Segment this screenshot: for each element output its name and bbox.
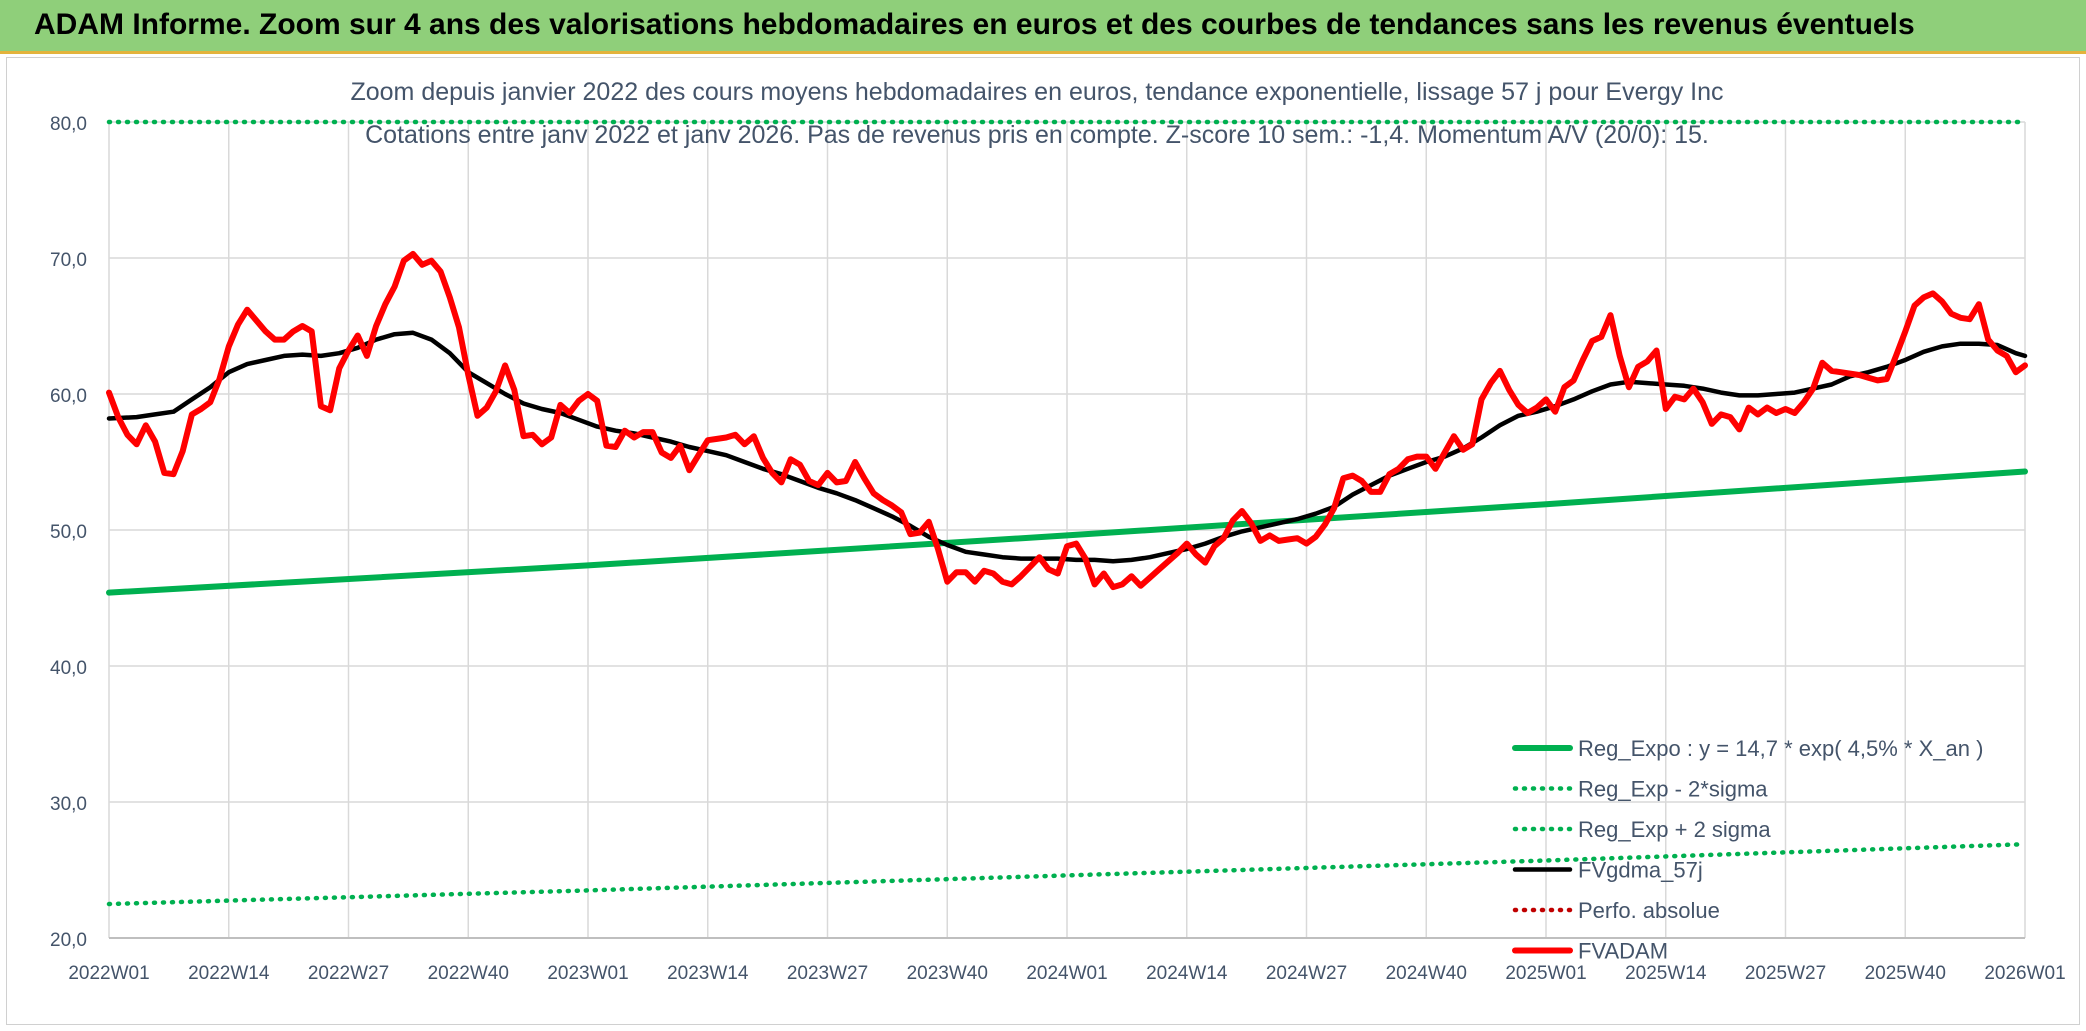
x-tick-label: 2024W14: [1146, 963, 1228, 984]
valuation-chart: Zoom depuis janvier 2022 des cours moyen…: [50, 78, 2066, 984]
x-tick-label: 2022W27: [308, 963, 389, 984]
legend-label: FVADAM: [1578, 939, 1668, 964]
y-axis: 20,0 30,0 40,0 50,0 60,0 70,0 80,0: [50, 114, 87, 951]
legend-label: Perfo. absolue: [1578, 898, 1720, 923]
legend-label: Reg_Exp + 2 sigma: [1578, 817, 1771, 842]
x-axis: 2022W01 2022W14 2022W27 2022W40 2023W01 2023W…: [68, 937, 2066, 984]
legend-label: FVgdma_57j: [1578, 858, 1703, 883]
x-tick-label: 2024W40: [1386, 963, 1467, 984]
x-tick-label: 2025W01: [1505, 963, 1586, 984]
chart-grid: [108, 121, 2026, 939]
x-tick-label: 2022W01: [68, 963, 149, 984]
x-tick-label: 2026W01: [1984, 963, 2065, 984]
y-tick-label: 70,0: [50, 250, 87, 271]
x-tick-label: 2025W40: [1865, 963, 1946, 984]
y-tick-label: 20,0: [50, 930, 87, 951]
x-tick-label: 2024W01: [1026, 963, 1107, 984]
x-tick-label: 2023W14: [667, 963, 749, 984]
report-title: ADAM Informe. Zoom sur 4 ans des valoris…: [34, 8, 1915, 41]
legend-box: [1500, 726, 2025, 974]
x-tick-label: 2025W14: [1625, 963, 1707, 984]
series-line-reg-expo-y-14-7-exp-4-5-x-an: [106, 468, 2028, 596]
chart-titles: Zoom depuis janvier 2022 des cours moyen…: [350, 78, 1723, 149]
x-tick-label: 2022W14: [188, 963, 270, 984]
x-tick-label: 2023W40: [907, 963, 988, 984]
x-tick-label: 2025W27: [1745, 963, 1826, 984]
x-tick-label: 2023W01: [547, 963, 628, 984]
y-tick-label: 50,0: [50, 522, 87, 543]
chart-series-layer: [106, 119, 2028, 907]
series-line-fvadam: [106, 250, 2028, 591]
chart-legend: Reg_Expo : y = 14,7 * exp( 4,5% * X_an )…: [1500, 726, 2025, 974]
y-tick-label: 80,0: [50, 114, 87, 135]
y-tick-label: 40,0: [50, 658, 87, 679]
y-tick-label: 30,0: [50, 794, 87, 815]
x-tick-label: 2024W27: [1266, 963, 1347, 984]
chart-title: Zoom depuis janvier 2022 des cours moyen…: [350, 78, 1723, 106]
legend-label: Reg_Exp - 2*sigma: [1578, 777, 1768, 802]
legend-label: Reg_Expo : y = 14,7 * exp( 4,5% * X_an ): [1578, 736, 1983, 761]
y-tick-label: 60,0: [50, 386, 87, 407]
x-tick-label: 2022W40: [428, 963, 509, 984]
report-banner: ADAM Informe. Zoom sur 4 ans des valoris…: [0, 0, 2086, 54]
series-line-fvgdma-57j: [106, 330, 2028, 564]
chart-subtitle: Cotations entre janv 2022 et janv 2026. …: [365, 121, 1709, 149]
x-tick-label: 2023W27: [787, 963, 868, 984]
